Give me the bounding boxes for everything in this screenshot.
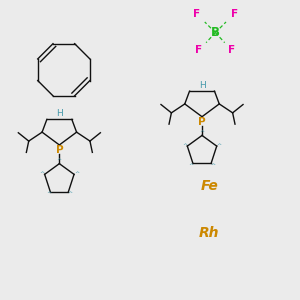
Text: P: P: [56, 145, 63, 155]
Text: P: P: [198, 117, 206, 127]
Text: ^: ^: [74, 171, 79, 176]
Text: ^: ^: [189, 163, 194, 168]
Text: H: H: [199, 81, 206, 90]
Text: B: B: [211, 26, 220, 39]
Text: ^: ^: [40, 171, 45, 176]
Text: H: H: [56, 109, 63, 118]
Text: ^: ^: [57, 158, 62, 164]
Text: Fe: Fe: [201, 179, 218, 193]
Text: ^: ^: [210, 163, 215, 168]
Text: F: F: [195, 45, 203, 56]
Text: ^: ^: [200, 130, 205, 135]
Text: ^: ^: [217, 143, 222, 148]
Text: ^: ^: [182, 143, 188, 148]
Text: F: F: [228, 45, 236, 56]
Text: F: F: [231, 9, 238, 19]
Text: Rh: Rh: [199, 226, 220, 240]
Text: ^: ^: [68, 191, 73, 196]
Text: ^: ^: [46, 191, 51, 196]
Text: F: F: [193, 9, 200, 19]
